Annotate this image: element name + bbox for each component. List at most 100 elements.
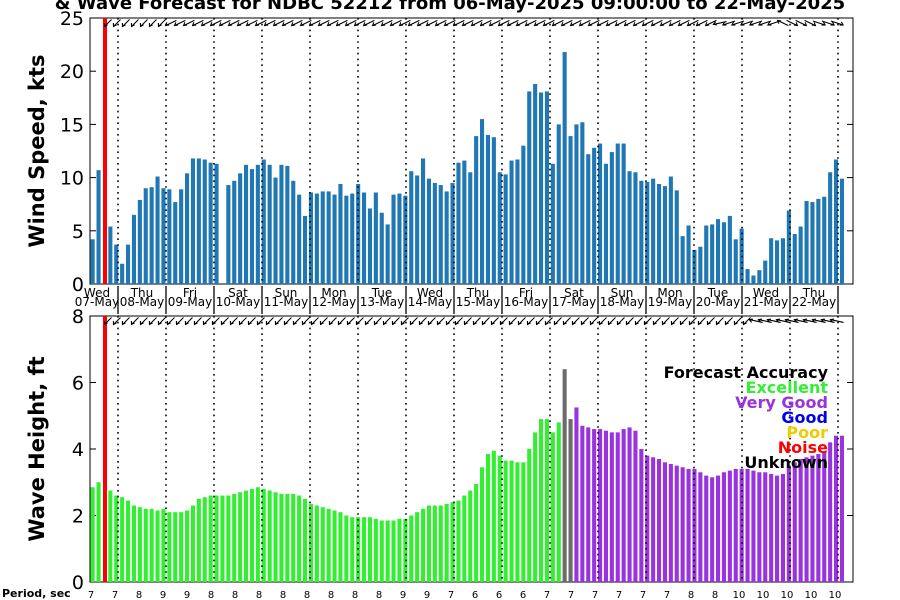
bar [267, 164, 272, 284]
bar [308, 503, 313, 582]
bar [515, 159, 520, 284]
bar [244, 490, 249, 582]
bar [90, 487, 95, 582]
direction-arrow [535, 317, 544, 326]
period-label: 8 [208, 590, 214, 600]
direction-arrow [757, 20, 772, 26]
bar [621, 429, 626, 582]
bar [373, 192, 378, 284]
day-date: 18-May [600, 295, 644, 309]
direction-arrow [436, 317, 445, 326]
bar [173, 512, 178, 582]
direction-arrow [425, 19, 438, 27]
bar [314, 505, 319, 582]
bar [438, 505, 443, 582]
day-name: Fri [519, 286, 533, 300]
direction-arrow [191, 19, 204, 27]
direction-arrow [542, 19, 555, 27]
direction-arrow [292, 317, 301, 326]
bar [155, 510, 160, 582]
direction-arrow [173, 19, 186, 27]
legend-item: Noise [778, 438, 828, 457]
day-name: Sat [228, 286, 248, 300]
period-label: 8 [328, 590, 334, 600]
period-label: 8 [352, 590, 358, 600]
day-date: 07-May [75, 295, 119, 309]
direction-arrow [830, 20, 845, 26]
bar [167, 512, 172, 582]
y-tick-label: 10 [60, 168, 84, 190]
bar [444, 503, 449, 582]
wave-y-axis-label: Wave Height, ft [25, 356, 49, 541]
bar [763, 472, 768, 582]
direction-arrow [517, 317, 526, 326]
bar [562, 369, 567, 582]
direction-arrow [443, 19, 456, 27]
bar [214, 163, 219, 284]
wave-height-panel: Wave Height, ft 0 2 4 6 8 Forecast AccuracyE… [2, 306, 854, 600]
bar [344, 515, 349, 582]
direction-arrow [730, 20, 745, 26]
bar [126, 500, 131, 582]
direction-arrow [209, 19, 222, 27]
bar [592, 429, 597, 582]
period-label: 7 [448, 590, 454, 600]
bar [710, 224, 715, 284]
bar [798, 226, 803, 284]
bar [792, 462, 797, 582]
direction-arrow [229, 317, 238, 326]
period-axis-label: Period, sec [2, 587, 71, 600]
bar [214, 495, 219, 582]
direction-arrow [283, 317, 292, 326]
bar [308, 192, 313, 284]
bar [385, 224, 390, 284]
bar [651, 178, 656, 284]
bar [344, 195, 349, 284]
direction-arrow [409, 317, 418, 326]
direction-arrow [643, 317, 652, 326]
direction-arrow [499, 317, 508, 326]
bar [338, 183, 343, 284]
direction-arrow [526, 317, 535, 326]
bar [173, 202, 178, 284]
bar [598, 429, 603, 582]
bar [810, 202, 815, 284]
period-label: 10 [781, 590, 794, 600]
direction-arrow [454, 317, 463, 326]
bar [238, 173, 243, 284]
direction-arrow [445, 317, 454, 326]
period-label: 7 [112, 590, 118, 600]
bar [149, 187, 154, 284]
wave-y-ticks: 0 2 4 6 8 [72, 306, 853, 594]
bar [108, 226, 113, 284]
direction-arrow [463, 317, 472, 326]
bar [704, 475, 709, 582]
legend-item: Very Good [735, 393, 828, 412]
bar [751, 275, 756, 284]
bar [780, 238, 785, 284]
bar [179, 189, 184, 284]
legend-title: Forecast Accuracy [664, 363, 829, 382]
day-name: Sun [611, 286, 634, 300]
day-date: 15-May [456, 295, 500, 309]
bar [291, 493, 296, 582]
bar [137, 199, 142, 284]
direction-arrow [587, 19, 600, 27]
bar [96, 170, 101, 284]
direction-arrow [562, 317, 571, 326]
direction-arrow [373, 317, 382, 326]
bar [373, 518, 378, 582]
bar [786, 210, 791, 284]
bar [615, 143, 620, 284]
direction-arrow [391, 317, 400, 326]
day-name: Wed [417, 286, 443, 300]
bar [421, 508, 426, 582]
bar [574, 124, 579, 285]
direction-arrow [121, 317, 130, 326]
bar [208, 495, 213, 582]
wave-bars [90, 369, 844, 583]
direction-arrow [571, 317, 580, 326]
period-label: 6 [520, 590, 526, 600]
bar [580, 122, 585, 285]
bar [185, 173, 190, 284]
